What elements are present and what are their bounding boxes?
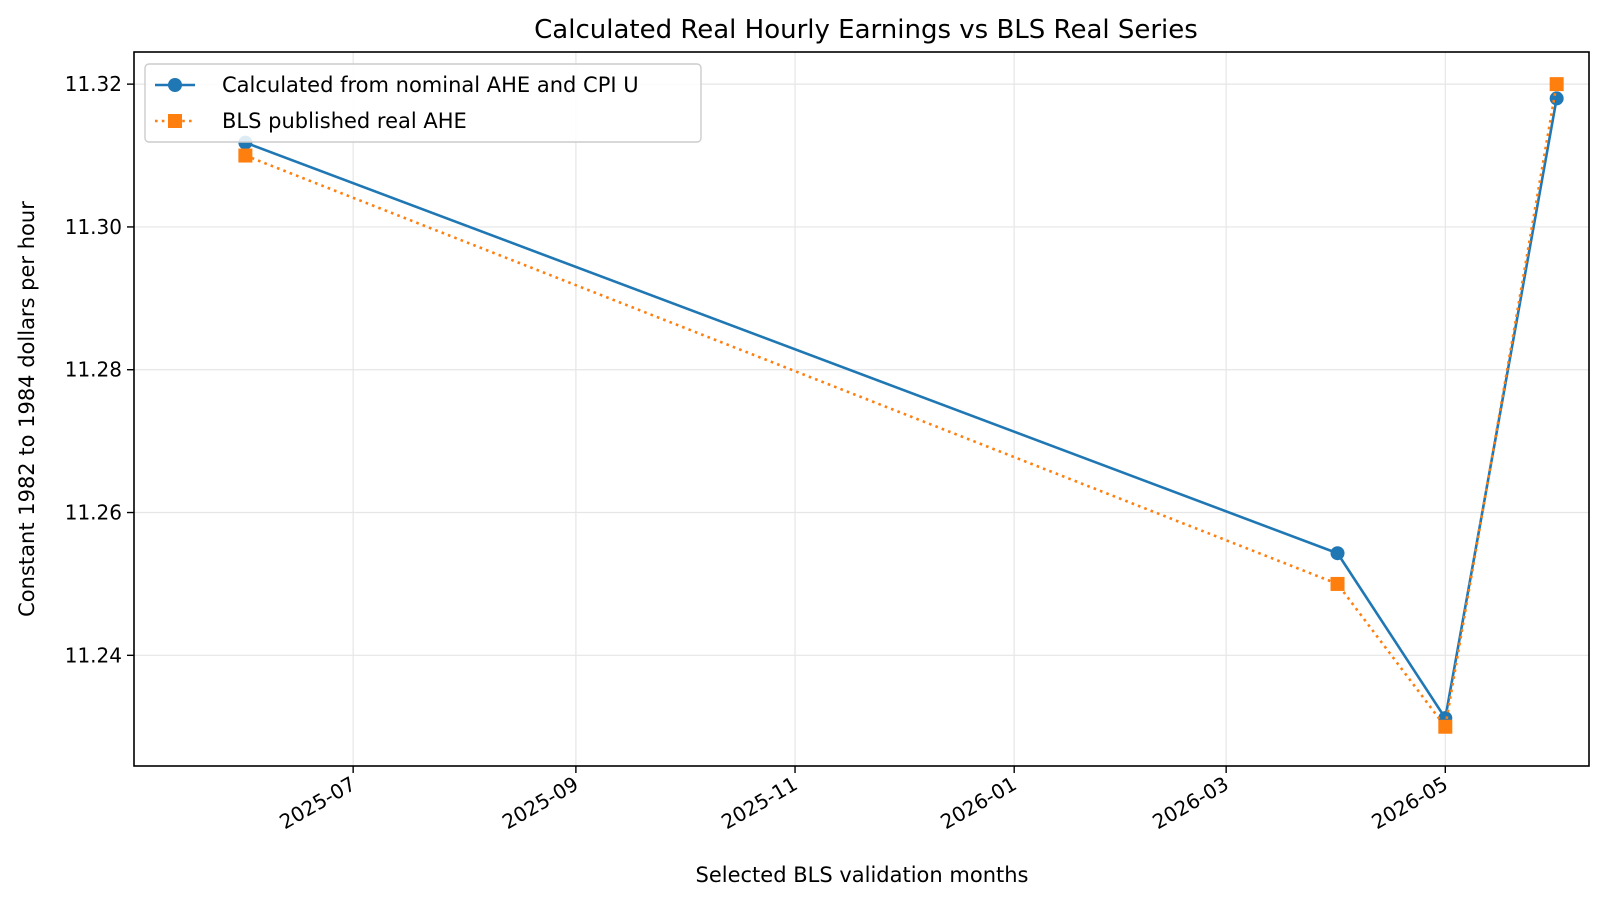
data-point-series-2	[1438, 719, 1453, 734]
series-line-2	[244, 83, 1558, 729]
x-axis-label: Selected BLS validation months	[696, 863, 1029, 887]
y-tick-label: 11.28	[65, 358, 122, 382]
y-axis-label: Constant 1982 to 1984 dollars per hour	[15, 201, 39, 617]
legend-swatch-marker	[168, 114, 182, 128]
data-point-series-1	[1330, 546, 1345, 561]
data-point-series-2	[238, 148, 253, 163]
legend: Calculated from nominal AHE and CPI U BLS…	[144, 63, 702, 143]
legend-swatch-marker	[168, 78, 182, 92]
series-line-1	[244, 98, 1558, 720]
chart-title: Calculated Real Hourly Earnings vs BLS R…	[534, 15, 1198, 45]
plot-frame	[133, 51, 1590, 767]
legend-entry-1: Calculated from nominal AHE and CPI U	[155, 73, 639, 97]
data-point-series-2	[1549, 77, 1564, 92]
gridlines	[134, 52, 1589, 766]
x-tick-label: 2026-03	[1148, 772, 1232, 835]
series-layer	[238, 77, 1564, 734]
legend-entry-2: BLS published real AHE	[155, 109, 467, 133]
x-tick-label: 2025-09	[498, 772, 582, 835]
legend-label: Calculated from nominal AHE and CPI U	[222, 73, 639, 97]
x-tick-label: 2026-01	[936, 772, 1020, 835]
x-tick-label: 2025-11	[717, 772, 801, 835]
legend-box	[144, 63, 702, 143]
data-point-series-2	[1330, 576, 1345, 591]
x-tick-label: 2026-05	[1367, 772, 1451, 835]
y-tick-label: 11.32	[65, 72, 122, 96]
y-tick-label: 11.24	[65, 643, 122, 667]
data-point-series-1	[1549, 91, 1564, 106]
y-tick-label: 11.26	[65, 501, 122, 525]
y-tick-label: 11.30	[65, 215, 122, 239]
legend-label: BLS published real AHE	[222, 109, 467, 133]
axis-ticks: 2025-07 2025-09 2025-11 2026-01 2026-03 2026-…	[65, 72, 1452, 834]
x-tick-label: 2025-07	[275, 772, 359, 835]
